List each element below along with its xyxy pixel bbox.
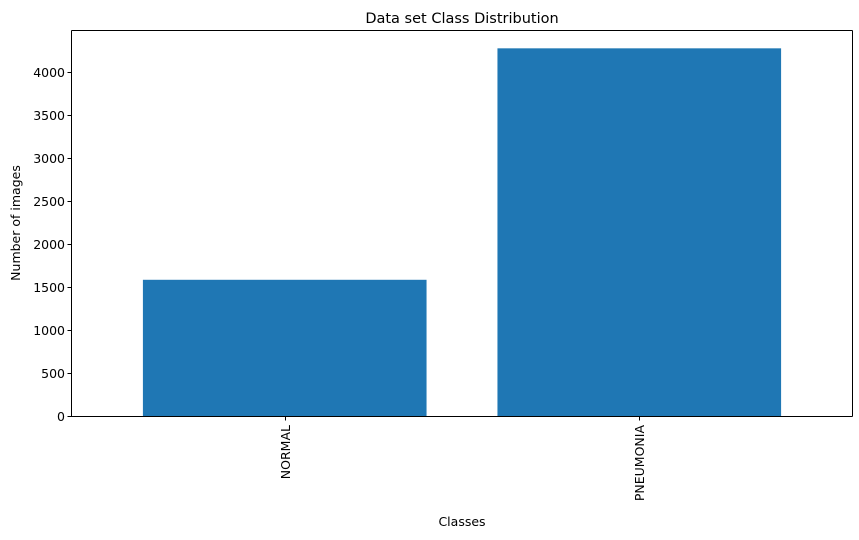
y-tick-label: 500 (41, 366, 65, 381)
y-tick-label: 2500 (33, 194, 65, 209)
y-tick-label: 3000 (33, 151, 65, 166)
bar-pneumonia (497, 48, 782, 416)
y-axis-ticks: 0 500 1000 1500 2000 2500 3000 3500 4000 (33, 65, 72, 424)
y-tick-label: 4000 (33, 65, 65, 80)
y-tick-label: 1000 (33, 323, 65, 338)
x-axis-label: Classes (438, 514, 485, 529)
chart-title: Data set Class Distribution (365, 11, 558, 27)
bar-normal (142, 279, 427, 416)
y-axis-label: Number of images (8, 165, 23, 281)
y-tick-label: 0 (57, 409, 65, 424)
plot-frame (71, 30, 853, 417)
x-tick-label-pneumonia: PNEUMONIA (632, 425, 647, 502)
x-axis-ticks: NORMAL PNEUMONIA (278, 416, 647, 501)
y-tick-label: 2000 (33, 237, 65, 252)
x-tick-label-normal: NORMAL (278, 425, 293, 479)
bars-group (142, 48, 782, 416)
y-tick-label: 1500 (33, 280, 65, 295)
y-tick-label: 3500 (33, 108, 65, 123)
